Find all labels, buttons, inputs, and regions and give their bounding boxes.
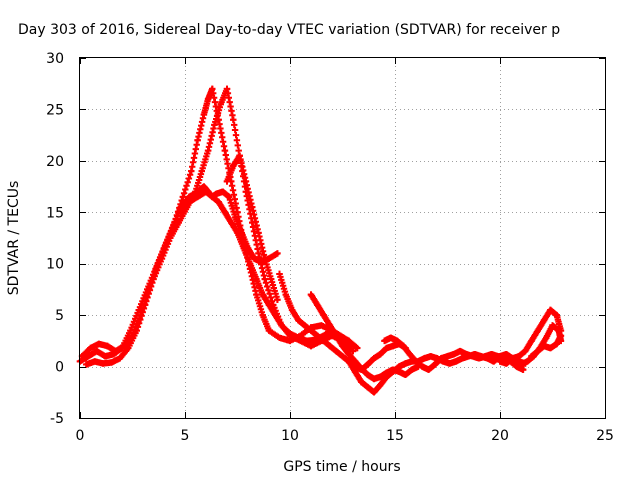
y-axis-title: SDTVAR / TECUs xyxy=(6,181,22,296)
x-tick-label: 20 xyxy=(491,428,509,444)
y-tick-label: 15 xyxy=(46,205,64,221)
x-tick-label: 5 xyxy=(181,428,190,444)
x-tick-label: 25 xyxy=(596,428,614,444)
y-tick-label: 10 xyxy=(46,257,64,273)
plot-frame xyxy=(79,57,606,419)
y-tick-label: -5 xyxy=(50,411,64,427)
y-tick-label: 25 xyxy=(46,102,64,118)
series-trace xyxy=(223,152,281,303)
series-trace xyxy=(528,332,565,360)
y-tick-label: 30 xyxy=(46,51,64,67)
series-sat-l xyxy=(528,332,565,360)
x-axis-title: GPS time / hours xyxy=(283,459,400,475)
x-tick-label: 15 xyxy=(386,428,404,444)
series-trace xyxy=(496,306,565,367)
x-tick-label: 10 xyxy=(281,428,299,444)
data-points xyxy=(76,85,565,396)
series-trace xyxy=(276,270,409,373)
series-sat-f xyxy=(276,270,409,373)
x-tick-label: 0 xyxy=(76,428,85,444)
axis-ticks: 0 5 10 15 20 25 -5 0 5 10 15 20 25 30 xyxy=(46,51,614,444)
series-sat-g xyxy=(307,291,422,383)
series-sat-e xyxy=(223,152,281,303)
series-sat-j xyxy=(496,306,565,367)
y-tick-label: 20 xyxy=(46,154,64,170)
y-tick-label: 5 xyxy=(55,308,64,324)
y-tick-label: 0 xyxy=(55,360,64,376)
chart-title: Day 303 of 2016, Sidereal Day-to-day VTE… xyxy=(18,22,560,38)
